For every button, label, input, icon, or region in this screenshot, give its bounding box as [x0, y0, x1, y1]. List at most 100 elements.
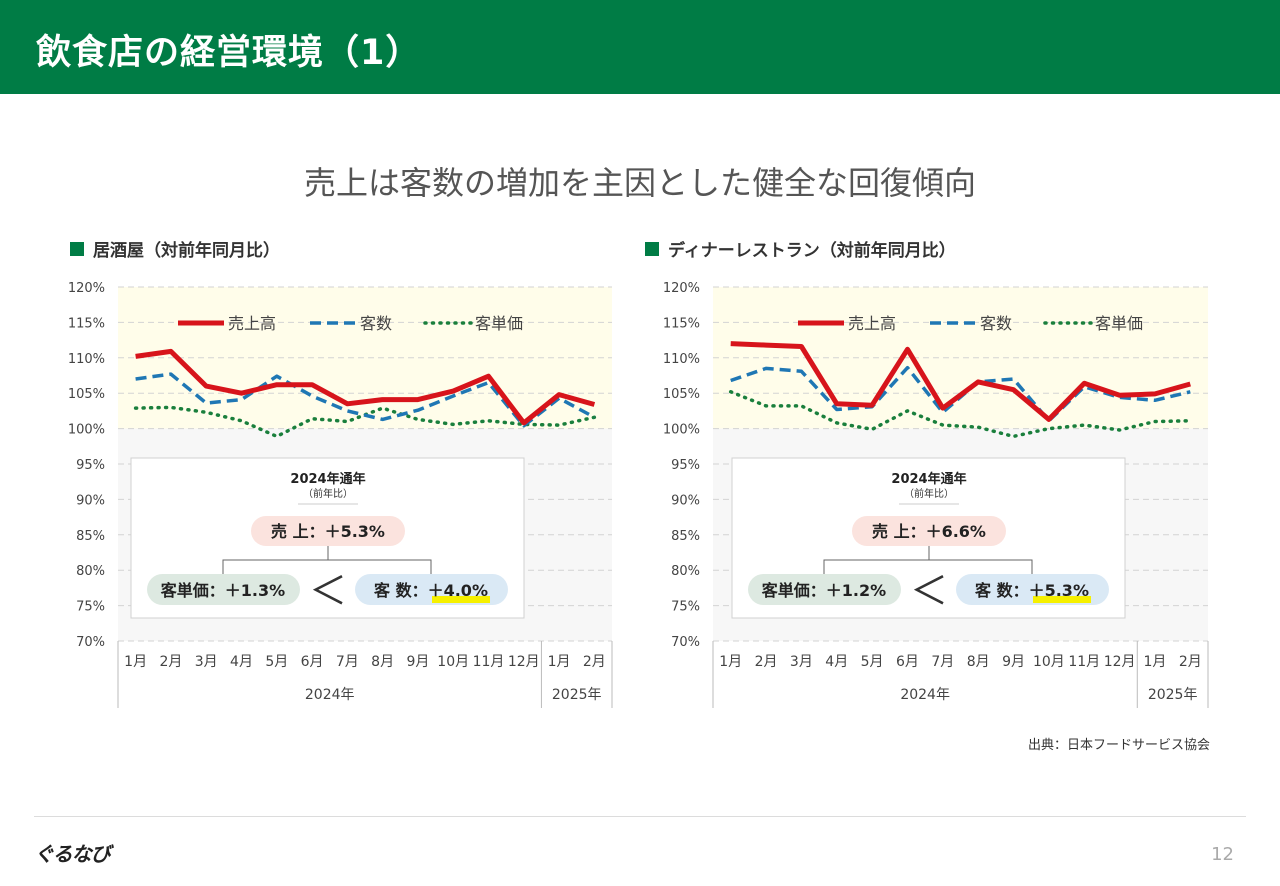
x-tick-label: 3月: [790, 654, 813, 670]
x-tick-label: 7月: [336, 654, 359, 670]
y-tick-label: 85%: [671, 529, 700, 544]
bracket-connector: [823, 559, 1033, 574]
summary-title: 2024年通年: [290, 471, 365, 487]
y-tick-label: 100%: [68, 423, 105, 438]
x-tick-label: 1月: [124, 654, 147, 670]
year-label: 2024年: [305, 687, 355, 703]
chart-1: 70% 75% 80% 85% 90% 95% 100% 105% 110% 115% 120% 1月…: [663, 281, 1209, 708]
y-tick-label: 80%: [671, 564, 700, 579]
x-tick-label: 4月: [230, 654, 253, 670]
y-tick-label: 75%: [76, 600, 105, 615]
customers-value: ＋5.3%: [1029, 581, 1089, 600]
y-tick-label: 85%: [76, 529, 105, 544]
unit-price-pill: [748, 574, 901, 605]
series-line-0: [730, 341, 1191, 422]
y-tick-label: 70%: [76, 635, 105, 650]
x-tick-label: 2月: [159, 654, 182, 670]
x-tick-label: 10月: [437, 654, 469, 670]
y-tick-label: 115%: [68, 316, 105, 331]
y-tick-label: 105%: [663, 387, 700, 402]
y-tick-label: 80%: [76, 564, 105, 579]
y-tick-label: 90%: [671, 493, 700, 508]
y-tick-label: 95%: [76, 458, 105, 473]
less-than-sign: ＜: [910, 569, 948, 613]
y-tick-label: 110%: [663, 352, 700, 367]
x-tick-label: 2月: [1179, 654, 1202, 670]
unit-price-pill: [147, 574, 300, 605]
less-than-sign: ＜: [309, 569, 347, 613]
summary-subtitle: （前年比）: [904, 487, 954, 500]
y-tick-label: 120%: [663, 281, 700, 296]
sales-pill: [852, 516, 1006, 546]
x-tick-label: 4月: [825, 654, 848, 670]
customers-label: 客 数：: [374, 581, 428, 600]
source-note: 出典：日本フードサービス協会: [1027, 738, 1210, 753]
bracket-connector: [222, 559, 432, 574]
x-tick-label: 9月: [1002, 654, 1025, 670]
x-tick-label: 8月: [967, 654, 990, 670]
y-tick-label: 70%: [671, 635, 700, 650]
chart-title-izakaya: 居酒屋（対前年同月比）: [70, 236, 280, 261]
page-title: 飲食店の経営環境（1）: [36, 33, 422, 73]
chart-title-dinner-label: ディナーレストラン（対前年同月比）: [668, 241, 956, 261]
year-label: 2025年: [1148, 687, 1198, 703]
x-tick-label: 8月: [371, 654, 394, 670]
x-tick-label: 5月: [265, 654, 288, 670]
y-tick-label: 95%: [671, 458, 700, 473]
summary-title: 2024年通年: [891, 471, 966, 487]
legend-label: 客数: [980, 314, 1012, 333]
x-tick-label: 10月: [1033, 654, 1065, 670]
x-tick-label: 6月: [896, 654, 919, 670]
y-tick-label: 90%: [76, 493, 105, 508]
customers-label: 客 数：: [975, 581, 1029, 600]
y-tick-label: 105%: [68, 387, 105, 402]
y-tick-label: 110%: [68, 352, 105, 367]
y-tick-label: 100%: [663, 423, 700, 438]
sales-pill-text: 売 上：＋6.6%: [872, 522, 986, 541]
chart-title-izakaya-label: 居酒屋（対前年同月比）: [93, 241, 280, 261]
x-tick-label: 7月: [931, 654, 954, 670]
x-tick-label: 6月: [301, 654, 324, 670]
chart-title-dinner: ディナーレストラン（対前年同月比）: [645, 236, 956, 261]
legend-label: 客単価: [475, 314, 523, 333]
summary-subtitle: （前年比）: [303, 487, 353, 500]
highlight-mark: [1033, 596, 1091, 603]
x-tick-label: 3月: [195, 654, 218, 670]
x-tick-label: 1月: [719, 654, 742, 670]
chart-0: 70% 75% 80% 85% 90% 95% 100% 105% 110% 115% 120% 1月…: [68, 281, 613, 708]
series-line-2: [728, 390, 1193, 439]
x-tick-label: 1月: [548, 654, 571, 670]
customers-pill-text: 客 数：＋4.0%: [374, 581, 488, 600]
sales-pill: [251, 516, 405, 546]
x-tick-label: 2月: [755, 654, 778, 670]
year-label: 2025年: [552, 687, 602, 703]
x-tick-label: 11月: [1068, 654, 1100, 670]
legend-label: 客数: [360, 314, 392, 333]
legend-label: 客単価: [1095, 314, 1143, 333]
x-tick-label: 1月: [1144, 654, 1167, 670]
x-tick-label: 12月: [1104, 654, 1136, 670]
gurunavi-logo: ぐるなび: [34, 842, 111, 866]
unit-price-pill-text: 客単価：＋1.3%: [161, 581, 285, 600]
header-bar: 飲食店の経営環境（1）: [0, 0, 1280, 94]
customers-value: ＋4.0%: [428, 581, 488, 600]
sales-pill-text: 売 上：＋5.3%: [271, 522, 385, 541]
y-tick-label: 115%: [663, 316, 700, 331]
square-bullet-icon: [70, 241, 84, 256]
customers-pill-text: 客 数：＋5.3%: [975, 581, 1089, 600]
x-tick-label: 5月: [861, 654, 884, 670]
x-tick-label: 2月: [583, 654, 606, 670]
unit-price-pill-text: 客単価：＋1.2%: [762, 581, 886, 600]
legend-label: 売上高: [848, 314, 896, 333]
square-bullet-icon: [645, 241, 659, 256]
series-line-0: [135, 348, 596, 426]
year-label: 2024年: [900, 687, 950, 703]
highlight-mark: [432, 596, 490, 603]
y-tick-label: 120%: [68, 281, 105, 296]
legend-label: 売上高: [228, 314, 276, 333]
page-number: 12: [1211, 844, 1234, 865]
x-tick-label: 12月: [508, 654, 540, 670]
y-tick-label: 75%: [671, 600, 700, 615]
x-tick-label: 11月: [473, 654, 505, 670]
